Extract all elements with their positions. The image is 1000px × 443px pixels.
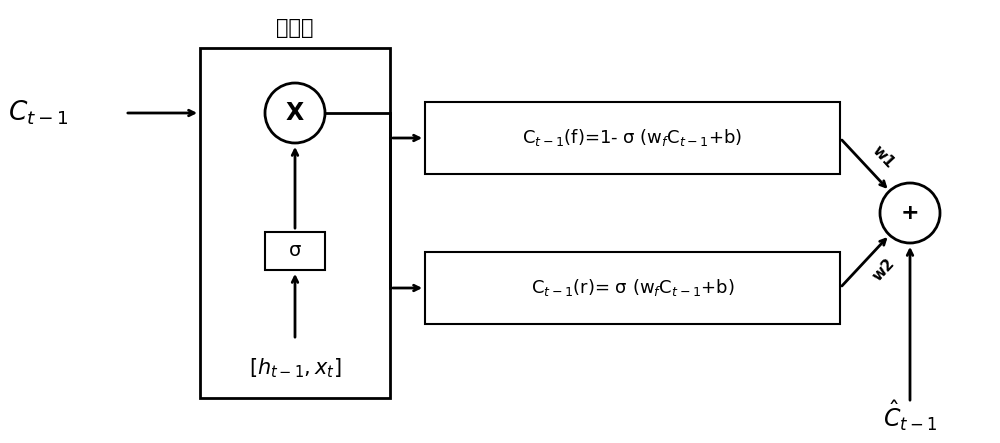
Text: σ: σ <box>289 241 301 260</box>
Bar <box>425 252 840 324</box>
Text: w2: w2 <box>870 255 898 284</box>
Text: C$_{t-1}$(f)=1- σ (w$_f$C$_{t-1}$+b): C$_{t-1}$(f)=1- σ (w$_f$C$_{t-1}$+b) <box>522 128 743 148</box>
Text: 遗忘门: 遗忘门 <box>276 18 314 38</box>
Text: +: + <box>901 203 919 223</box>
Text: X: X <box>286 101 304 125</box>
Circle shape <box>265 83 325 143</box>
Text: w1: w1 <box>870 142 898 171</box>
Circle shape <box>880 183 940 243</box>
Text: $[h_{t-1},x_t]$: $[h_{t-1},x_t]$ <box>249 357 341 380</box>
Text: $\hat{C}_{t-1}$: $\hat{C}_{t-1}$ <box>883 398 937 433</box>
Bar <box>425 102 840 174</box>
Text: C$_{t-1}$(r)= σ (w$_f$C$_{t-1}$+b): C$_{t-1}$(r)= σ (w$_f$C$_{t-1}$+b) <box>531 277 734 299</box>
Bar <box>265 232 325 270</box>
Bar <box>200 48 390 398</box>
Text: $C_{t-1}$: $C_{t-1}$ <box>8 99 68 127</box>
